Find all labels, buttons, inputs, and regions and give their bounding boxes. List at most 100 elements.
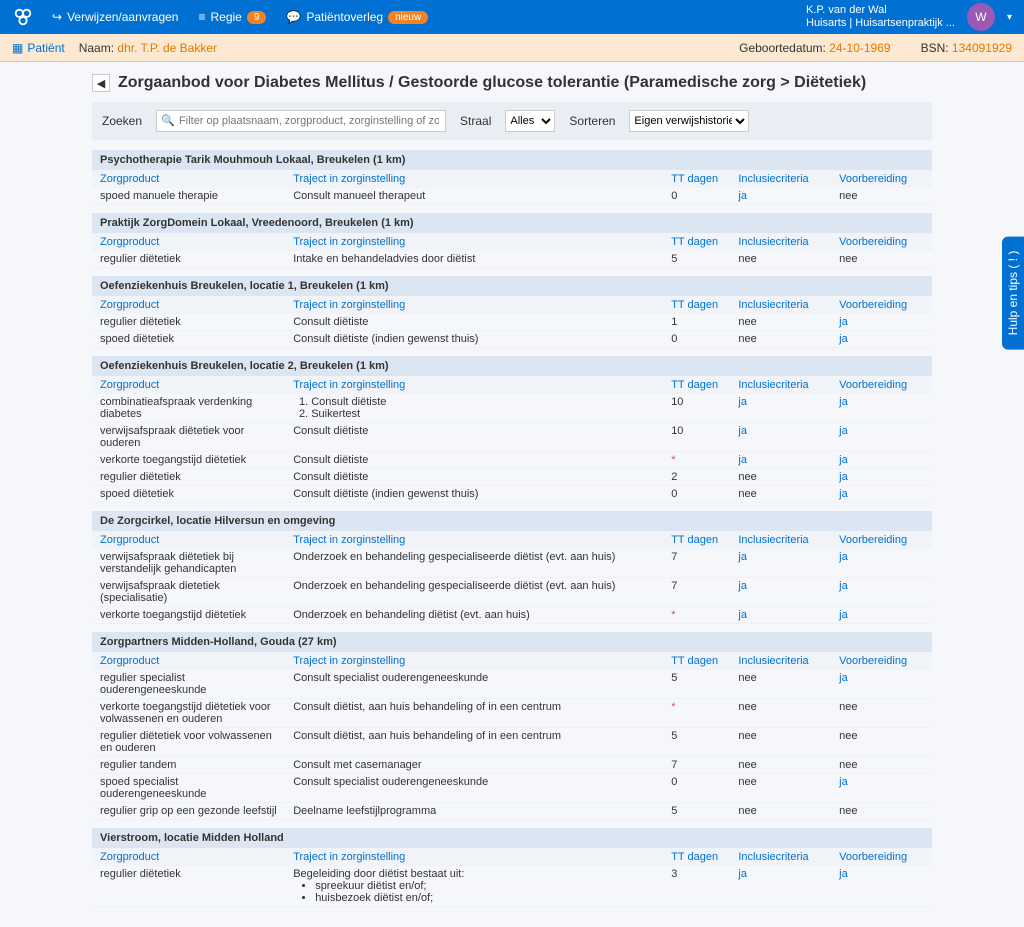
cell-product: verkorte toegangstijd diëtetiek (92, 607, 285, 624)
search-input[interactable] (156, 110, 446, 132)
table-row[interactable]: verwijsafspraak diëtetiek voor ouderenCo… (92, 423, 932, 452)
col-header-tt[interactable]: TT dagen (663, 652, 730, 670)
cell-inclusie: nee (730, 774, 831, 803)
user-text: K.P. van der Wal Huisarts | Huisartsenpr… (806, 4, 955, 30)
patient-tab[interactable]: ▦ Patiënt (12, 41, 65, 55)
col-header-traject[interactable]: Traject in zorginstelling (285, 531, 663, 549)
geb-label: Geboortedatum: (739, 41, 826, 55)
col-header-inclusie[interactable]: Inclusiecriteria (730, 296, 831, 314)
cell-inclusie: ja (730, 607, 831, 624)
table-row[interactable]: regulier diëtetiekConsult diëtiste1neeja (92, 314, 932, 331)
nav-overleg-label: Patiëntoverleg (306, 10, 383, 24)
col-header-tt[interactable]: TT dagen (663, 848, 730, 866)
col-header-zorgproduct[interactable]: Zorgproduct (92, 531, 285, 549)
table-row[interactable]: regulier grip op een gezonde leefstijlDe… (92, 803, 932, 820)
sorteren-select[interactable]: Eigen verwijshistorie (629, 110, 749, 132)
col-header-traject[interactable]: Traject in zorginstelling (285, 170, 663, 188)
table-row[interactable]: regulier diëtetiekBegeleiding door diëti… (92, 866, 932, 907)
cell-traject: Consult diëtiste (285, 423, 663, 452)
table-row[interactable]: verwijsafspraak diëtetiek bij verstandel… (92, 549, 932, 578)
nav-regie[interactable]: ≡ Regie 9 (198, 10, 266, 24)
group: Zorgpartners Midden-Holland, Gouda (27 k… (92, 632, 932, 820)
col-header-voorbereiding[interactable]: Voorbereiding (831, 376, 932, 394)
table-row[interactable]: regulier diëtetiekIntake en behandeladvi… (92, 251, 932, 268)
sorteren-label: Sorteren (569, 114, 615, 128)
table-row[interactable]: verkorte toegangstijd diëtetiekOnderzoek… (92, 607, 932, 624)
col-header-traject[interactable]: Traject in zorginstelling (285, 848, 663, 866)
help-tab[interactable]: Hulp en tips ( ! ) (1002, 237, 1024, 350)
cell-traject: Consult met casemanager (285, 757, 663, 774)
nav-verwijzen[interactable]: ↪ Verwijzen/aanvragen (52, 10, 178, 24)
groups-container: Psychotherapie Tarik Mouhmouh Lokaal, Br… (92, 150, 932, 907)
table-row[interactable]: spoed diëtetiekConsult diëtiste (indien … (92, 486, 932, 503)
col-header-tt[interactable]: TT dagen (663, 233, 730, 251)
col-header-voorbereiding[interactable]: Voorbereiding (831, 296, 932, 314)
table-row[interactable]: regulier diëtetiekConsult diëtiste2neeja (92, 469, 932, 486)
straal-select[interactable]: Alles (505, 110, 555, 132)
col-header-tt[interactable]: TT dagen (663, 531, 730, 549)
col-header-tt[interactable]: TT dagen (663, 376, 730, 394)
cell-product: regulier specialist ouderengeneeskunde (92, 670, 285, 699)
table-row[interactable]: spoed manuele therapieConsult manueel th… (92, 188, 932, 205)
col-header-voorbereiding[interactable]: Voorbereiding (831, 652, 932, 670)
cell-inclusie: ja (730, 188, 831, 205)
cell-voorbereiding: nee (831, 188, 932, 205)
col-header-zorgproduct[interactable]: Zorgproduct (92, 170, 285, 188)
table-row[interactable]: combinatieafspraak verdenking diabetesCo… (92, 394, 932, 423)
nav-overleg[interactable]: 💬 Patiëntoverleg nieuw (286, 10, 428, 24)
col-header-inclusie[interactable]: Inclusiecriteria (730, 170, 831, 188)
col-header-zorgproduct[interactable]: Zorgproduct (92, 848, 285, 866)
cell-traject: Onderzoek en behandeling diëtist (evt. a… (285, 607, 663, 624)
col-header-traject[interactable]: Traject in zorginstelling (285, 233, 663, 251)
table-row[interactable]: verkorte toegangstijd diëtetiekConsult d… (92, 452, 932, 469)
cell-product: spoed diëtetiek (92, 331, 285, 348)
cell-tt: 0 (663, 188, 730, 205)
table-row[interactable]: verkorte toegangstijd diëtetiek voor vol… (92, 699, 932, 728)
cell-tt: 0 (663, 774, 730, 803)
cell-traject: Begeleiding door diëtist bestaat uit:spr… (285, 866, 663, 907)
col-header-traject[interactable]: Traject in zorginstelling (285, 296, 663, 314)
cell-voorbereiding: ja (831, 469, 932, 486)
col-header-inclusie[interactable]: Inclusiecriteria (730, 848, 831, 866)
col-header-zorgproduct[interactable]: Zorgproduct (92, 233, 285, 251)
patient-bsn: 134091929 (952, 41, 1012, 55)
table-row[interactable]: regulier diëtetiek voor volwassenen en o… (92, 728, 932, 757)
cell-tt: 0 (663, 331, 730, 348)
results-table: ZorgproductTraject in zorginstellingTT d… (92, 233, 932, 268)
col-header-inclusie[interactable]: Inclusiecriteria (730, 652, 831, 670)
table-row[interactable]: verwijsafspraak dietetiek (specialisatie… (92, 578, 932, 607)
back-button[interactable]: ◀ (92, 74, 110, 92)
col-header-zorgproduct[interactable]: Zorgproduct (92, 376, 285, 394)
col-header-zorgproduct[interactable]: Zorgproduct (92, 652, 285, 670)
col-header-traject[interactable]: Traject in zorginstelling (285, 652, 663, 670)
col-header-voorbereiding[interactable]: Voorbereiding (831, 848, 932, 866)
cell-product: regulier diëtetiek (92, 866, 285, 907)
cell-product: regulier grip op een gezonde leefstijl (92, 803, 285, 820)
cell-tt: 7 (663, 757, 730, 774)
cell-tt: 10 (663, 423, 730, 452)
cell-traject: Consult specialist ouderengeneeskunde (285, 670, 663, 699)
col-header-inclusie[interactable]: Inclusiecriteria (730, 531, 831, 549)
col-header-voorbereiding[interactable]: Voorbereiding (831, 170, 932, 188)
col-header-voorbereiding[interactable]: Voorbereiding (831, 233, 932, 251)
table-row[interactable]: regulier specialist ouderengeneeskundeCo… (92, 670, 932, 699)
col-header-traject[interactable]: Traject in zorginstelling (285, 376, 663, 394)
cell-product: combinatieafspraak verdenking diabetes (92, 394, 285, 423)
col-header-voorbereiding[interactable]: Voorbereiding (831, 531, 932, 549)
table-row[interactable]: regulier tandemConsult met casemanager7n… (92, 757, 932, 774)
cell-inclusie: nee (730, 331, 831, 348)
table-row[interactable]: spoed specialist ouderengeneeskundeConsu… (92, 774, 932, 803)
col-header-tt[interactable]: TT dagen (663, 296, 730, 314)
col-header-inclusie[interactable]: Inclusiecriteria (730, 376, 831, 394)
cell-voorbereiding: ja (831, 578, 932, 607)
cell-voorbereiding: nee (831, 803, 932, 820)
col-header-tt[interactable]: TT dagen (663, 170, 730, 188)
table-row[interactable]: spoed diëtetiekConsult diëtiste (indien … (92, 331, 932, 348)
user-area[interactable]: K.P. van der Wal Huisarts | Huisartsenpr… (806, 3, 1012, 31)
col-header-inclusie[interactable]: Inclusiecriteria (730, 233, 831, 251)
cell-inclusie: nee (730, 251, 831, 268)
cell-tt: 1 (663, 314, 730, 331)
content: ◀ Zorgaanbod voor Diabetes Mellitus / Ge… (92, 62, 932, 927)
cell-inclusie: nee (730, 728, 831, 757)
col-header-zorgproduct[interactable]: Zorgproduct (92, 296, 285, 314)
